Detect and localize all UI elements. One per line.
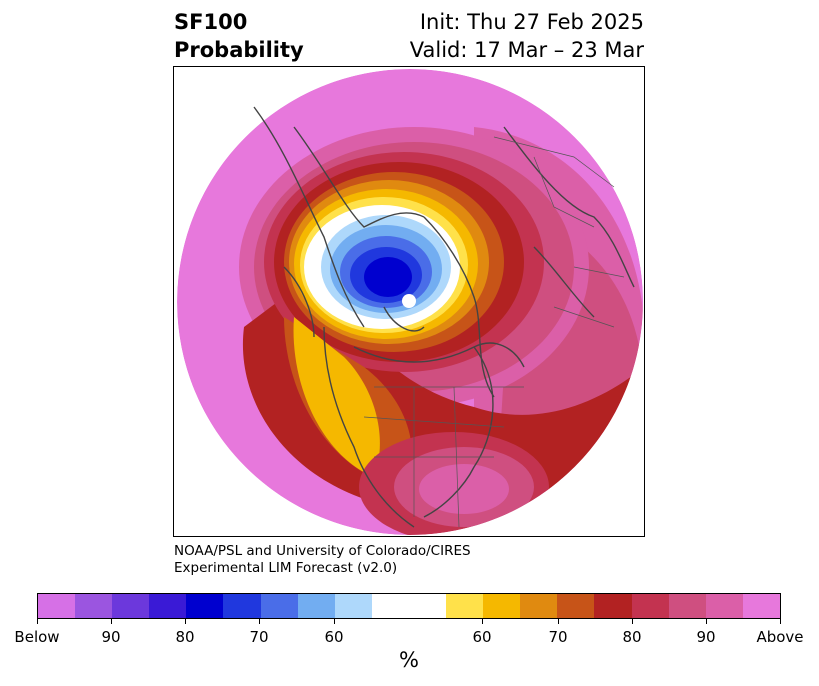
colorbar-tick-mark [259, 619, 260, 624]
colorbar-segment [594, 594, 632, 618]
colorbar-tick-mark [37, 619, 38, 624]
colorbar-tick-mark [558, 619, 559, 624]
colorbar-segment [297, 594, 335, 618]
south-blob-90 [419, 464, 509, 514]
map-panel [173, 66, 645, 537]
colorbar-segment [186, 594, 224, 618]
below-75 [364, 257, 412, 297]
colorbar-tick-label: 90 [101, 628, 121, 646]
probability-field [177, 69, 643, 535]
colorbar-segment [223, 594, 261, 618]
ring-yellow-tail [293, 317, 380, 477]
colorbar-segment [334, 594, 372, 618]
colorbar-tick-label: 80 [175, 628, 195, 646]
map-mask [174, 67, 644, 536]
colorbar-tick-label: 60 [472, 628, 492, 646]
colorbar-segment [668, 594, 706, 618]
colorbar-segment [483, 594, 521, 618]
north-pole-marker [402, 294, 416, 308]
colorbar-tick-mark [632, 619, 633, 624]
colorbar-segment [75, 594, 113, 618]
colorbar-tick-mark [334, 619, 335, 624]
colorbar-segment [371, 594, 447, 618]
colorbar-segment [705, 594, 743, 618]
colorbar-tick-mark [706, 619, 707, 624]
colorbar-tick-label: 90 [696, 628, 716, 646]
colorbar-tick-label: 80 [622, 628, 642, 646]
colorbar-segment [557, 594, 595, 618]
title-line-2: Probability [174, 38, 304, 62]
colorbar-tick-label: Below [14, 628, 60, 646]
colorbar-segment [446, 594, 484, 618]
credit-line-1: NOAA/PSL and University of Colorado/CIRE… [174, 543, 471, 559]
coastlines [253, 106, 635, 528]
colorbar-segment [112, 594, 150, 618]
colorbar-unit: % [399, 648, 419, 672]
colorbar-segment [260, 594, 298, 618]
colorbar-segment [149, 594, 187, 618]
colorbar-segment [631, 594, 669, 618]
credit-line-2: Experimental LIM Forecast (v2.0) [174, 560, 398, 576]
colorbar-tick-mark [482, 619, 483, 624]
colorbar [37, 593, 781, 619]
date-info: Init: Thu 27 Feb 2025 Valid: 17 Mar – 23… [410, 8, 644, 64]
colorbar-tick-label: 60 [324, 628, 344, 646]
colorbar-tick-label: 70 [249, 628, 269, 646]
credit-text: NOAA/PSL and University of Colorado/CIRE… [174, 543, 471, 577]
political-borders [363, 136, 625, 528]
colorbar-segment [742, 594, 780, 618]
colorbar-tick-mark [185, 619, 186, 624]
title-line-1: SF100 [174, 10, 248, 34]
colorbar-segment [520, 594, 558, 618]
colorbar-segment [38, 594, 76, 618]
probability-map [174, 67, 644, 536]
valid-date: Valid: 17 Mar – 23 Mar [409, 38, 644, 62]
colorbar-tick-label: Above [756, 628, 804, 646]
title: SF100 Probability [174, 8, 304, 64]
colorbar-tick-mark [780, 619, 781, 624]
colorbar-tick-label: 70 [548, 628, 568, 646]
colorbar-tick-mark [111, 619, 112, 624]
init-date: Init: Thu 27 Feb 2025 [419, 10, 644, 34]
